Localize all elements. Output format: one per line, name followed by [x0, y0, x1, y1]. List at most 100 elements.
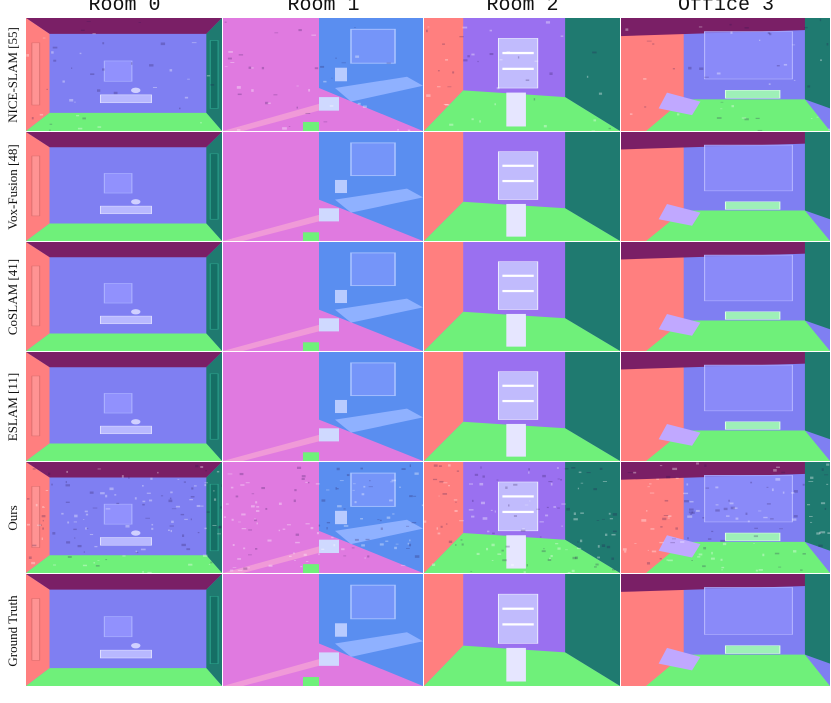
noise-speck — [109, 487, 114, 491]
noise-speck — [715, 504, 719, 506]
ceiling — [621, 352, 830, 370]
noise-speck — [672, 467, 678, 471]
noise-speck — [741, 117, 747, 119]
noise-speck — [755, 117, 760, 120]
noise-speck — [261, 66, 265, 70]
normal-map-image — [223, 132, 423, 241]
noise-speck — [230, 62, 235, 63]
noise-speck — [826, 43, 829, 46]
noise-speck — [793, 515, 798, 518]
reference-link[interactable]: [55] — [5, 27, 20, 49]
noise-speck — [802, 553, 806, 555]
noise-speck — [591, 130, 595, 131]
picture-frame — [350, 472, 396, 507]
noise-speck — [254, 518, 256, 520]
shelf-board — [502, 164, 534, 167]
rug-strip — [506, 535, 526, 569]
noise-speck — [506, 51, 511, 53]
noise-speck — [305, 523, 310, 525]
noise-speck — [819, 531, 821, 534]
noise-speck — [624, 550, 627, 553]
noise-speck — [824, 474, 829, 476]
shelf-board — [502, 399, 534, 403]
left-wall — [424, 18, 464, 131]
noise-speck — [545, 514, 549, 517]
normal-map-image — [424, 352, 620, 461]
noise-speck — [791, 492, 795, 494]
noise-speck — [147, 571, 152, 573]
noise-speck — [321, 548, 325, 551]
noise-speck — [491, 543, 495, 547]
noise-speck — [190, 495, 195, 498]
back-wall — [319, 352, 423, 461]
noise-speck — [448, 464, 451, 467]
reference-link[interactable]: [11] — [5, 372, 20, 394]
noise-speck — [357, 102, 361, 105]
render-nice-slam-room-1 — [223, 18, 423, 131]
noise-speck — [651, 550, 657, 553]
shelf — [497, 371, 539, 420]
method-name: Ground Truth — [5, 594, 20, 667]
noise-speck — [606, 545, 611, 549]
noise-speck — [97, 468, 101, 470]
noise-speck — [42, 527, 44, 530]
noise-speck — [827, 532, 830, 535]
noise-speck — [206, 511, 210, 513]
noise-speck — [546, 506, 549, 509]
noise-speck — [51, 483, 53, 486]
noise-speck — [791, 44, 796, 46]
noise-speck — [142, 500, 146, 503]
noise-speck — [42, 519, 44, 522]
rug-strip — [506, 423, 526, 457]
picture-frame — [350, 362, 396, 397]
cabinet — [99, 315, 152, 325]
noise-speck — [571, 467, 576, 469]
noise-speck — [528, 471, 530, 474]
noise-speck — [513, 483, 518, 486]
normal-map-image — [26, 352, 222, 461]
noise-speck — [241, 513, 246, 516]
render-ours-office-3 — [621, 462, 830, 573]
noise-speck — [643, 78, 647, 80]
noise-speck — [254, 519, 257, 522]
noise-speck — [335, 487, 337, 490]
noise-speck — [294, 560, 296, 561]
noise-speck — [206, 75, 211, 77]
noise-speck — [427, 26, 430, 28]
noise-speck — [238, 54, 244, 56]
floor-strip — [303, 564, 319, 573]
noise-speck — [354, 27, 356, 28]
noise-speck — [758, 39, 761, 41]
noise-speck — [479, 120, 481, 123]
reference-link[interactable]: [48] — [5, 144, 20, 166]
normal-map-image — [621, 18, 830, 131]
normal-map-image — [424, 132, 620, 241]
cabinet — [99, 94, 152, 104]
noise-speck — [329, 105, 334, 107]
noise-speck — [524, 504, 529, 506]
noise-speck — [213, 490, 215, 492]
noise-speck — [596, 520, 600, 522]
noise-speck — [471, 118, 474, 121]
rug-strip — [506, 313, 526, 347]
noise-speck — [539, 521, 544, 523]
noise-speck — [494, 510, 496, 513]
right-wall — [565, 574, 620, 686]
noise-speck — [181, 543, 186, 547]
noise-speck — [689, 508, 694, 511]
right-wall — [565, 18, 620, 131]
noise-speck — [200, 466, 204, 469]
noise-speck — [680, 541, 685, 543]
noise-speck — [781, 471, 786, 474]
reference-link[interactable]: [41] — [5, 258, 20, 281]
noise-speck — [549, 72, 553, 76]
noise-speck — [326, 521, 331, 524]
noise-speck — [513, 515, 518, 517]
noise-speck — [301, 475, 306, 478]
normal-map-image — [223, 242, 423, 351]
cabinet — [99, 537, 152, 546]
shelf — [497, 593, 539, 644]
noise-speck — [128, 476, 130, 479]
noise-speck — [557, 507, 560, 509]
noise-speck — [237, 558, 242, 560]
